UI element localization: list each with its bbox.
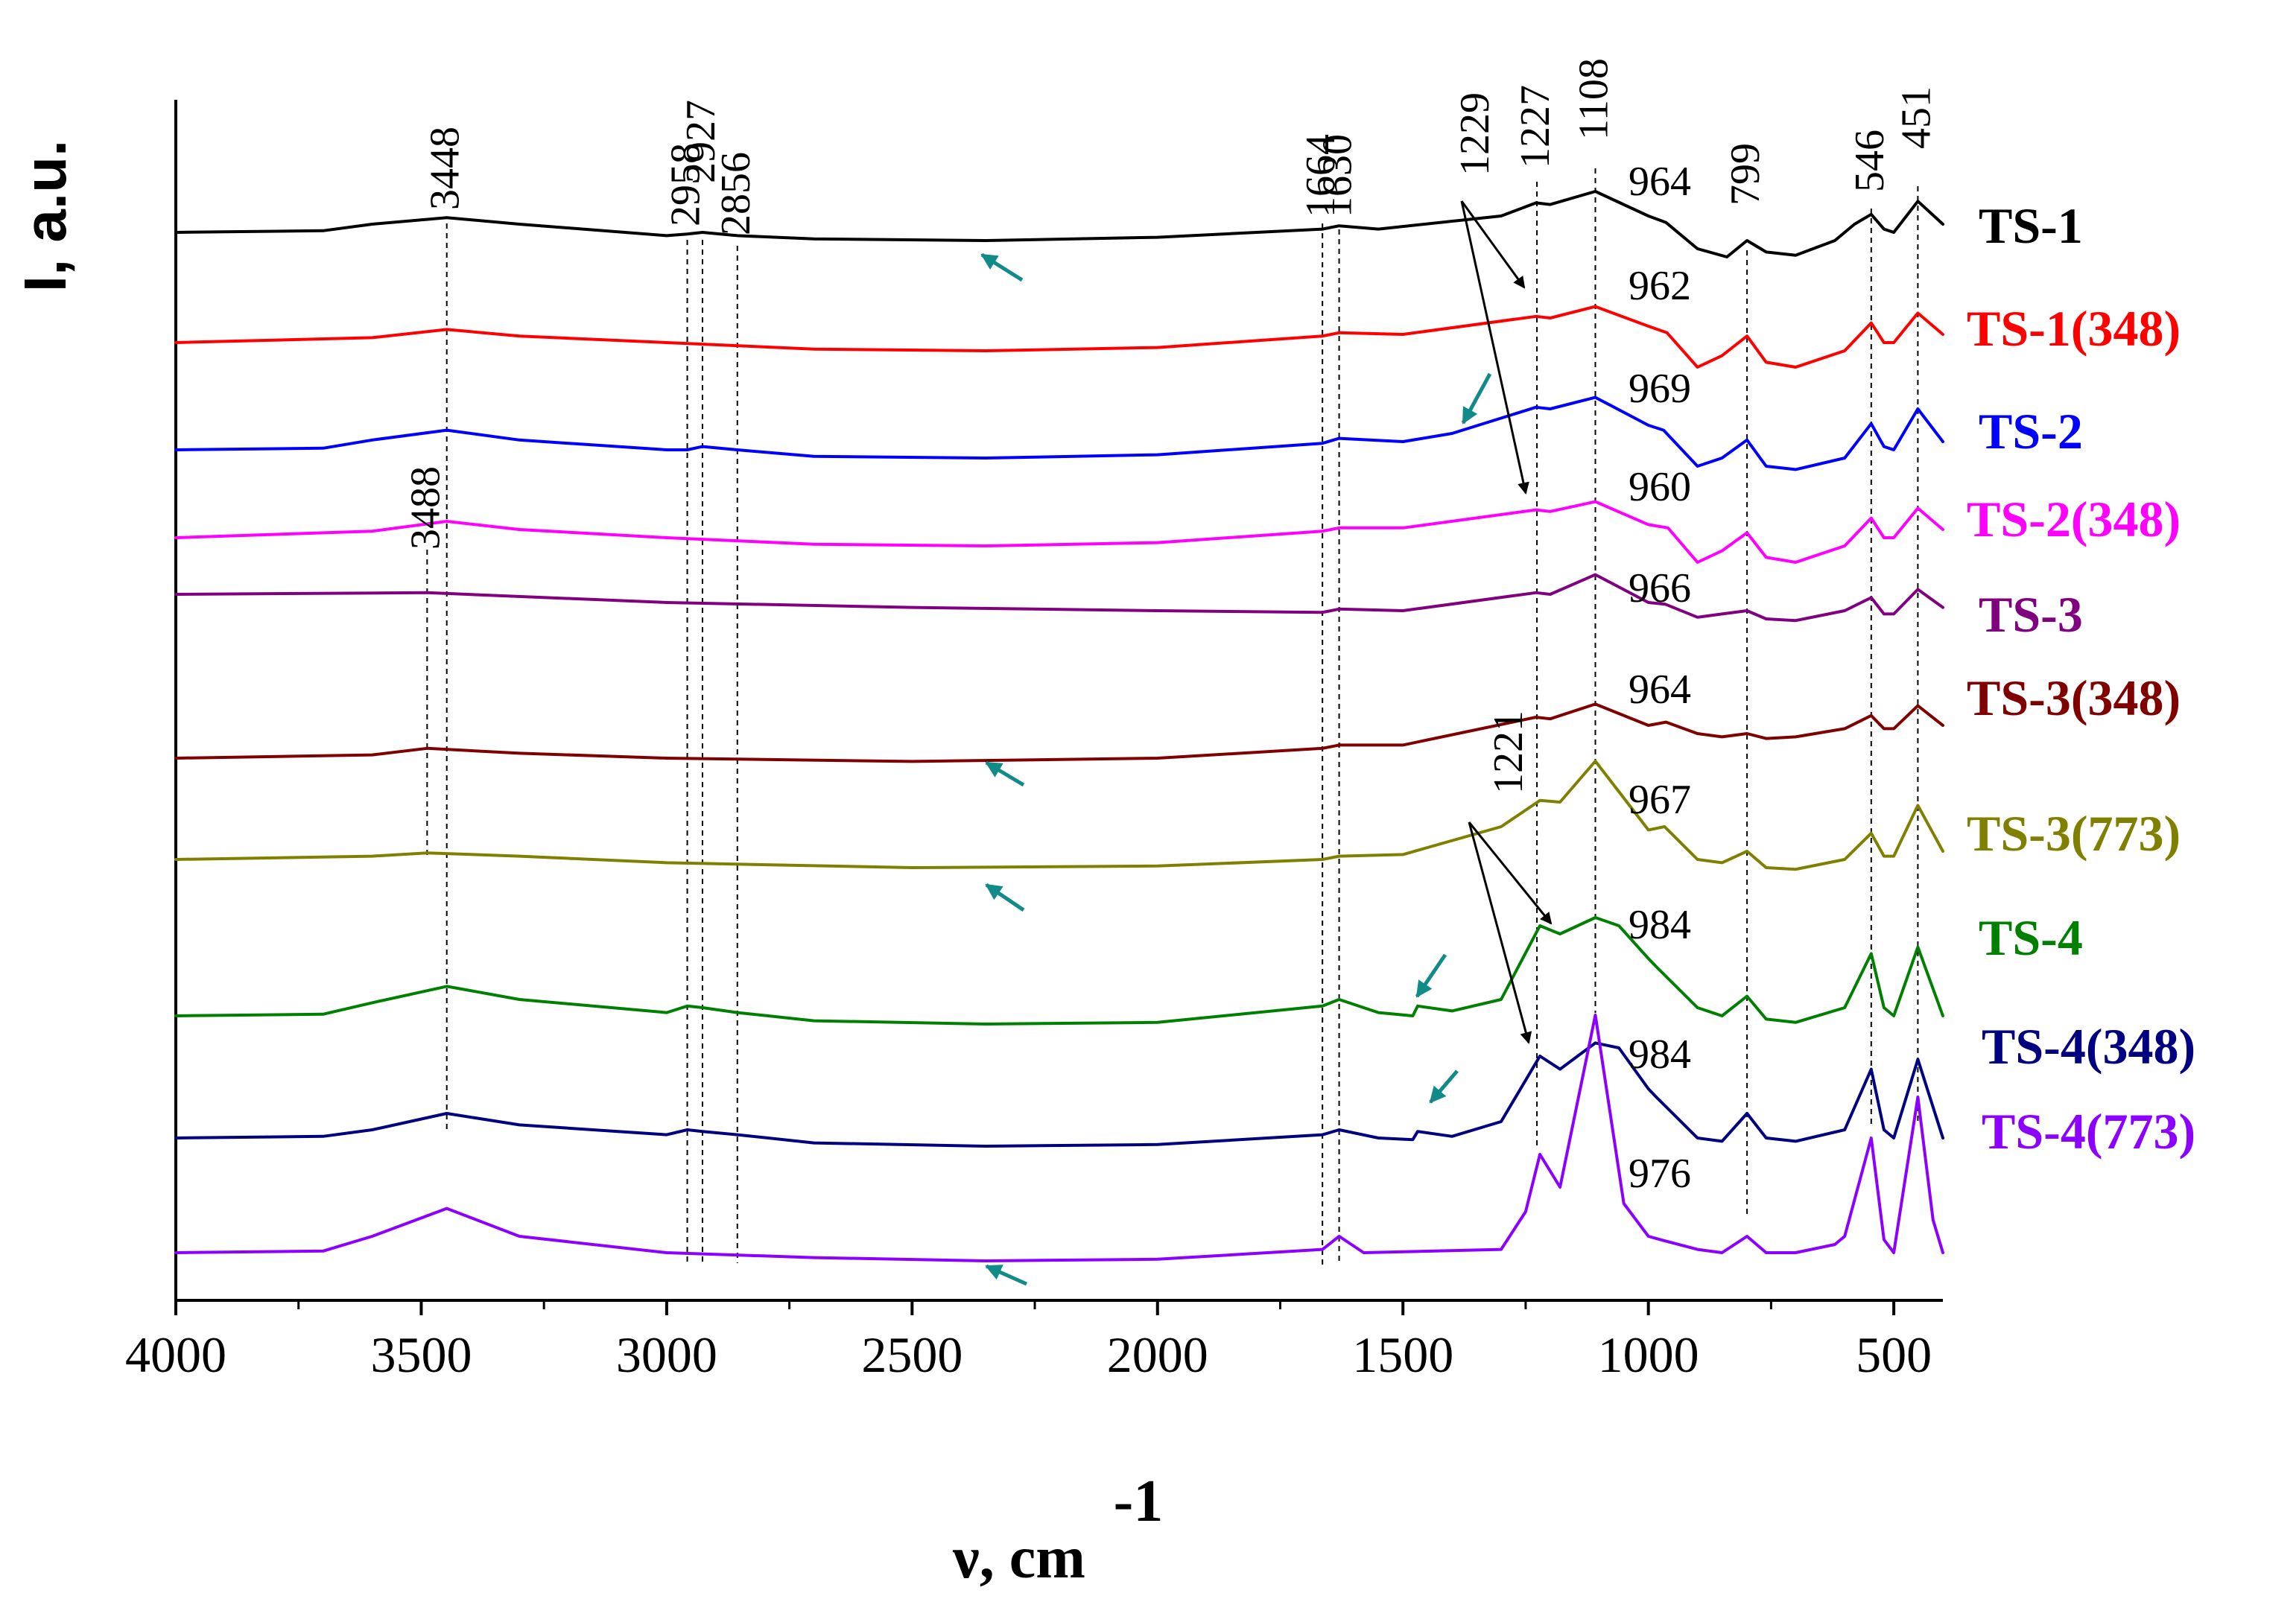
peak-label-TS-3: 966 (1629, 565, 1691, 611)
series-line-TS-2 (174, 395, 1944, 471)
x-tick-label: 3500 (370, 1326, 472, 1383)
series-line-TS-2(348) (174, 500, 1944, 564)
x-tick-label: 2000 (1107, 1326, 1208, 1383)
peak-label-TS-2(348): 960 (1629, 464, 1691, 510)
legend-item-TS-3(773): TS-3(773) (1967, 805, 2181, 862)
peak-label-3448: 3448 (422, 127, 469, 210)
peak-label-964-top: 964 (1629, 159, 1691, 205)
peak-label-1108: 1108 (1571, 58, 1617, 140)
legend: TS-1 TS-1(348) TS-2 TS-2(348) TS-3 TS-3(348) T… (1967, 197, 2195, 1160)
annotation-arrow (1468, 821, 1553, 925)
y-axis-label: I, a.u. (12, 140, 78, 293)
peak-label-TS-1(348): 962 (1629, 263, 1691, 309)
annotation-arrow (1460, 200, 1529, 495)
series-line-TS-4 (174, 916, 1944, 1026)
annotation-arrows (980, 200, 1553, 1286)
peak-label-TS-2: 969 (1629, 366, 1691, 412)
peak-label-2856: 2856 (713, 152, 759, 235)
legend-item-TS-1: TS-1 (1979, 197, 2083, 254)
legend-item-TS-1(348): TS-1(348) (1967, 300, 2181, 357)
peak-label-799: 799 (1722, 143, 1769, 206)
artifact-arrow (1461, 372, 1492, 425)
x-ticks: 4000 3500 3000 2500 2000 1500 1000 500 (125, 1300, 1932, 1383)
series-line-TS-3(348) (174, 702, 1944, 763)
legend-item-TS-2: TS-2 (1979, 403, 2083, 460)
x-axis-label-superscript: -1 (1114, 1469, 1164, 1534)
peak-label-TS-4(773): 976 (1629, 1151, 1691, 1197)
legend-item-TS-3: TS-3 (1979, 586, 2083, 643)
legend-item-TS-4(773): TS-4(773) (1982, 1103, 2195, 1160)
series-line-TS-4(773) (174, 1014, 1944, 1262)
peak-guide-lines (426, 168, 1919, 1266)
series-line-TS-1 (174, 190, 1944, 258)
legend-item-TS-4(348): TS-4(348) (1982, 1018, 2195, 1075)
peak-label-TS-3(348): 964 (1629, 667, 1691, 713)
x-tick-label: 2500 (861, 1326, 963, 1383)
artifact-arrow (985, 760, 1025, 787)
artifact-arrow (985, 883, 1025, 912)
legend-item-TS-4: TS-4 (1979, 909, 2083, 966)
peak-label-TS-4(348): 984 (1629, 1031, 1691, 1078)
artifact-arrow (1429, 1069, 1459, 1104)
series-line-TS-4(348) (174, 1041, 1944, 1148)
x-tick-label: 3000 (616, 1326, 717, 1383)
peak-label-1227: 1227 (1512, 85, 1558, 168)
peak-label-1664: 1664 (1298, 134, 1344, 217)
artifact-arrow (1415, 953, 1447, 998)
peak-label-TS-3(773): 967 (1629, 777, 1691, 823)
x-tick-label: 4000 (125, 1326, 226, 1383)
x-tick-label: 500 (1856, 1326, 1932, 1383)
legend-item-TS-2(348): TS-2(348) (1967, 491, 2181, 547)
peak-label-TS-4: 984 (1629, 902, 1691, 948)
legend-item-TS-3(348): TS-3(348) (1967, 670, 2181, 726)
series-line-TS-3 (174, 573, 1944, 623)
series-lines (174, 190, 1944, 1262)
annotation-arrow (1468, 821, 1532, 1044)
x-tick-label: 1500 (1352, 1326, 1453, 1383)
peak-label-1221: 1221 (1485, 711, 1532, 794)
artifact-arrow (985, 1264, 1028, 1286)
artifact-arrow (980, 252, 1024, 282)
peak-label-1229: 1229 (1452, 92, 1498, 176)
x-tick-label: 1000 (1598, 1326, 1699, 1383)
peak-label-3488: 3488 (402, 466, 448, 550)
peak-label-546: 546 (1847, 130, 1893, 192)
peak-label-1630: 1630 (1315, 134, 1361, 217)
x-axis-label: ν, cm (952, 1525, 1085, 1591)
annotation-arrow (1460, 200, 1526, 289)
series-line-TS-3(773) (174, 760, 1944, 871)
peak-label-451: 451 (1893, 86, 1939, 149)
peak-label-2958: 2958 (663, 143, 709, 226)
peak-label-2927: 2927 (678, 100, 724, 183)
series-line-TS-1(348) (174, 305, 1944, 369)
